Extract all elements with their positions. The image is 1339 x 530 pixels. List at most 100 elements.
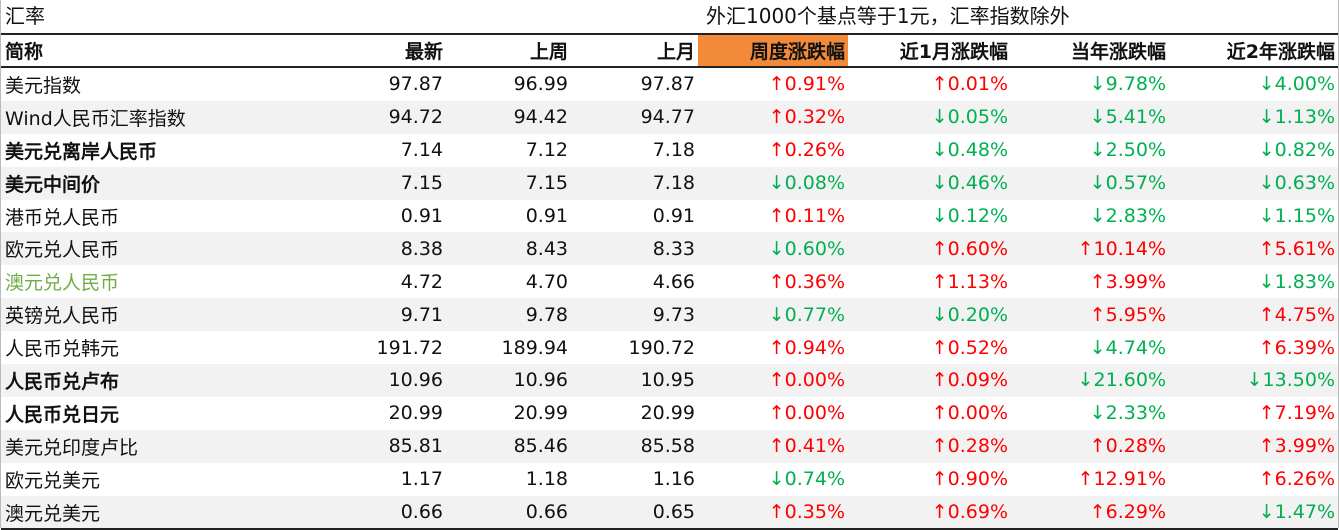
table-row: 澳元兑美元 0.66 0.66 0.65 ↑0.35% ↑0.69% ↑6.29% ↓1.47…: [1, 495, 1338, 530]
change-cell: ↑0.09%: [931, 369, 1008, 392]
row-name: Wind人民币汇率指数: [5, 107, 186, 130]
change-cell: ↑0.32%: [768, 106, 845, 129]
change-cell: ↑0.60%: [931, 237, 1008, 260]
rate-cell: 0.91: [525, 205, 568, 227]
rate-cell: 191.72: [376, 336, 443, 359]
rate-cell: 189.94: [501, 336, 568, 359]
change-cell: ↑0.69%: [848, 495, 1011, 530]
change-cell: ↓5.41%: [1089, 106, 1166, 129]
table-body: 美元指数 97.87 96.99 97.87 ↑0.91% ↑0.01% ↓9.78% ↓4.…: [1, 67, 1338, 530]
row-name: 美元兑离岸人民币: [5, 140, 158, 163]
change-cell: ↓0.74%: [768, 468, 845, 491]
rate-cell: 1.17: [400, 468, 443, 491]
rate-cell: 94.42: [513, 106, 568, 129]
column-header: 当年涨跌幅: [1011, 33, 1169, 68]
rate-cell: 0.66: [301, 495, 446, 530]
rate-cell: 85.81: [388, 435, 443, 458]
change-cell: ↓1.13%: [1258, 106, 1335, 129]
table-row: 欧元兑美元 1.17 1.18 1.16 ↓0.74% ↑0.90% ↑12.91% ↑6.2…: [1, 463, 1338, 496]
row-name: 美元中间价: [5, 173, 101, 196]
rate-cell: 4.70: [525, 270, 568, 293]
change-cell: ↑3.99%: [1089, 270, 1166, 293]
change-cell: ↑6.26%: [1258, 468, 1335, 491]
rate-cell: 4.72: [400, 270, 443, 293]
change-cell: ↓13.50%: [1246, 369, 1335, 392]
change-cell: ↑0.35%: [698, 495, 848, 530]
rate-cell: 8.43: [525, 237, 568, 260]
rate-cell: 10.96: [388, 369, 443, 392]
rate-cell: 8.33: [652, 237, 695, 260]
change-cell: ↑10.14%: [1077, 237, 1166, 260]
change-cell: ↑5.61%: [1258, 237, 1335, 260]
table-row: 人民币兑卢布 10.96 10.96 10.95 ↑0.00% ↑0.09% ↓21.60%…: [1, 364, 1338, 397]
change-cell: ↓0.48%: [931, 139, 1008, 162]
change-cell: ↑7.19%: [1258, 402, 1335, 425]
change-cell: ↑6.39%: [1258, 336, 1335, 359]
change-cell: ↑0.00%: [768, 402, 845, 425]
change-cell: ↑1.13%: [931, 270, 1008, 293]
column-header: 近1月涨跌幅: [848, 33, 1011, 68]
table-row: 美元指数 97.87 96.99 97.87 ↑0.91% ↑0.01% ↓9.78% ↓4.…: [1, 67, 1338, 101]
rate-cell: 7.14: [400, 139, 443, 162]
change-cell: ↓1.83%: [1258, 270, 1335, 293]
row-name: 人民币兑卢布: [5, 370, 120, 393]
change-cell: ↓2.83%: [1089, 205, 1166, 227]
rate-cell: 94.72: [388, 106, 443, 129]
rate-cell: 96.99: [513, 73, 568, 96]
row-name: 欧元兑人民币: [5, 239, 120, 262]
row-name: 澳元兑人民币: [5, 272, 120, 295]
change-cell: ↓2.33%: [1089, 402, 1166, 425]
table-row: 欧元兑人民币 8.38 8.43 8.33 ↓0.60% ↑0.60% ↑10.14% ↑5.…: [1, 232, 1338, 266]
title: 汇率: [5, 4, 45, 28]
rate-cell: 7.18: [652, 139, 695, 162]
change-cell: ↑4.75%: [1258, 303, 1335, 326]
header-row: 简称 最新 上周 上月 周度涨跌幅 近1月涨跌幅 当年涨跌幅 近2年涨跌幅: [1, 33, 1338, 68]
change-cell: ↑0.90%: [931, 468, 1008, 491]
column-header: 上月: [571, 33, 698, 68]
rate-cell: 9.71: [400, 303, 443, 326]
row-name: 人民币兑韩元: [5, 338, 120, 361]
change-cell: ↓21.60%: [1077, 369, 1166, 392]
change-cell: ↑3.99%: [1258, 435, 1335, 458]
change-cell: ↑0.00%: [768, 369, 845, 392]
rate-cell: 7.18: [652, 172, 695, 195]
rate-cell: 190.72: [628, 336, 695, 359]
rate-cell: 9.78: [525, 303, 568, 326]
change-cell: ↑0.36%: [768, 270, 845, 293]
row-name: 美元兑印度卢比: [5, 436, 139, 459]
change-cell: ↓0.57%: [1089, 172, 1166, 195]
table-row: 美元中间价 7.15 7.15 7.18 ↓0.08% ↓0.46% ↓0.57% ↓0.63…: [1, 166, 1338, 200]
change-cell: ↑0.28%: [1089, 435, 1166, 458]
rate-cell: 20.99: [388, 402, 443, 425]
table-row: 港币兑人民币 0.91 0.91 0.91 ↑0.11% ↓0.12% ↓2.83% ↓1.1…: [1, 200, 1338, 233]
change-cell: ↑12.91%: [1077, 468, 1166, 491]
column-header: 简称: [1, 33, 301, 68]
change-cell: ↓0.05%: [931, 106, 1008, 129]
rate-cell: 85.46: [513, 435, 568, 458]
rate-cell: 10.95: [640, 369, 695, 392]
rate-cell: 1.18: [525, 468, 568, 491]
rate-cell: 0.66: [446, 495, 571, 530]
rate-cell: 1.16: [652, 468, 695, 491]
change-cell: ↓0.12%: [931, 205, 1008, 227]
rate-cell: 8.38: [400, 237, 443, 260]
table-row: 人民币兑日元 20.99 20.99 20.99 ↑0.00% ↑0.00% ↓2.33% ↑…: [1, 397, 1338, 430]
row-name: 美元指数: [5, 74, 82, 97]
change-cell: ↓4.00%: [1258, 73, 1335, 96]
change-cell: ↓0.77%: [768, 303, 845, 326]
column-header: 近2年涨跌幅: [1169, 33, 1338, 68]
change-cell: ↑0.41%: [768, 435, 845, 458]
change-cell: ↑0.11%: [768, 205, 845, 227]
change-cell: ↓1.15%: [1258, 205, 1335, 227]
change-cell: ↑0.91%: [768, 73, 845, 96]
column-header: 周度涨跌幅: [698, 33, 848, 68]
change-cell: ↓0.20%: [931, 303, 1008, 326]
change-cell: ↑5.95%: [1089, 303, 1166, 326]
rate-cell: 97.87: [388, 73, 443, 96]
rate-cell: 85.58: [640, 435, 695, 458]
change-cell: ↑0.28%: [931, 435, 1008, 458]
rate-cell: 4.66: [652, 270, 695, 293]
column-header: 上周: [446, 33, 571, 68]
rate-cell: 9.73: [652, 303, 695, 326]
